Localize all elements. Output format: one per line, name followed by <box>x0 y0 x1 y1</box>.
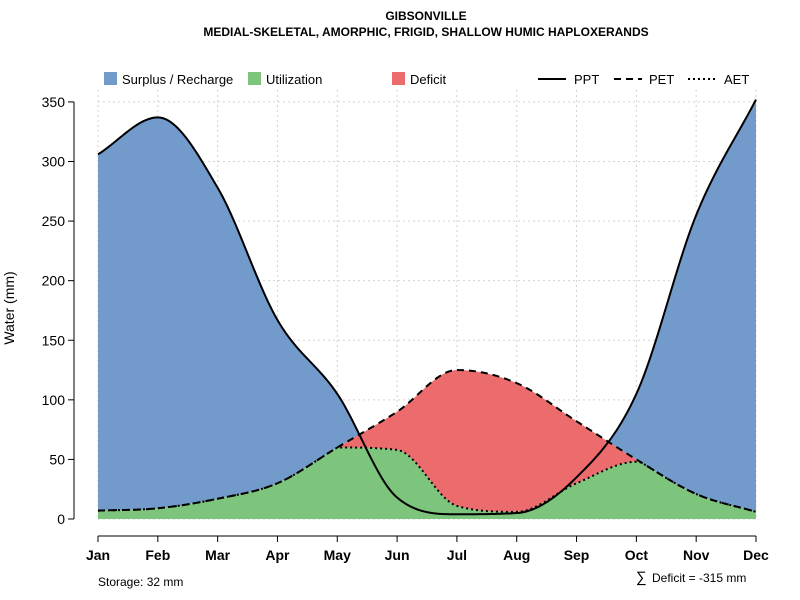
chart-subtitle: MEDIAL-SKELETAL, AMORPHIC, FRIGID, SHALL… <box>203 25 648 39</box>
lines <box>97 99 757 516</box>
legend-label-aet: AET <box>724 72 749 87</box>
y-tick-label-200: 200 <box>42 273 66 289</box>
y-axis-label: Water (mm) <box>1 271 17 344</box>
legend-label-surplus: Surplus / Recharge <box>122 72 233 87</box>
legend: Surplus / Recharge Utilization Deficit P… <box>104 72 749 87</box>
area-utilization <box>98 447 756 519</box>
legend-label-ppt: PPT <box>574 72 599 87</box>
chart-title: GIBSONVILLE <box>385 9 466 23</box>
area-deficit <box>98 370 756 512</box>
area-surplus-recharge <box>98 99 756 512</box>
x-tick-label-apr: Apr <box>265 547 290 563</box>
legend-label-deficit: Deficit <box>410 72 447 87</box>
x-tick-label-feb: Feb <box>145 547 170 563</box>
y-tick-label-250: 250 <box>42 213 66 229</box>
x-tick-label-jan: Jan <box>86 547 110 563</box>
y-tick-label-50: 50 <box>49 451 65 467</box>
y-tick-label-0: 0 <box>57 511 65 527</box>
legend-label-pet: PET <box>649 72 674 87</box>
y-tick-label-150: 150 <box>42 332 66 348</box>
legend-swatch-utilization <box>248 72 261 85</box>
series-line-pet <box>97 369 757 513</box>
x-tick-label-jul: Jul <box>447 547 467 563</box>
legend-swatch-surplus <box>104 72 117 85</box>
x-tick-label-mar: Mar <box>205 547 230 563</box>
y-tick-label-100: 100 <box>42 392 66 408</box>
x-tick-label-aug: Aug <box>503 547 530 563</box>
x-tick-label-may: May <box>324 547 351 563</box>
x-tick-label-oct: Oct <box>625 547 649 563</box>
x-tick-label-jun: Jun <box>385 547 410 563</box>
x-tick-label-nov: Nov <box>683 547 710 563</box>
axes: 0 50 100 150 200 250 300 350 Jan Feb Mar Apr May Jun J… <box>42 94 769 563</box>
y-tick-label-300: 300 <box>42 154 66 170</box>
deficit-note: Deficit = -315 mm <box>652 571 746 585</box>
legend-swatch-deficit <box>392 72 405 85</box>
legend-label-utilization: Utilization <box>266 72 322 87</box>
areas <box>98 99 756 519</box>
x-tick-label-sep: Sep <box>564 547 590 563</box>
series-line-ppt <box>97 99 757 516</box>
y-tick-label-350: 350 <box>42 94 66 110</box>
sum-symbol: ∑ <box>636 569 647 586</box>
storage-note: Storage: 32 mm <box>98 575 183 589</box>
x-tick-label-dec: Dec <box>743 547 769 563</box>
